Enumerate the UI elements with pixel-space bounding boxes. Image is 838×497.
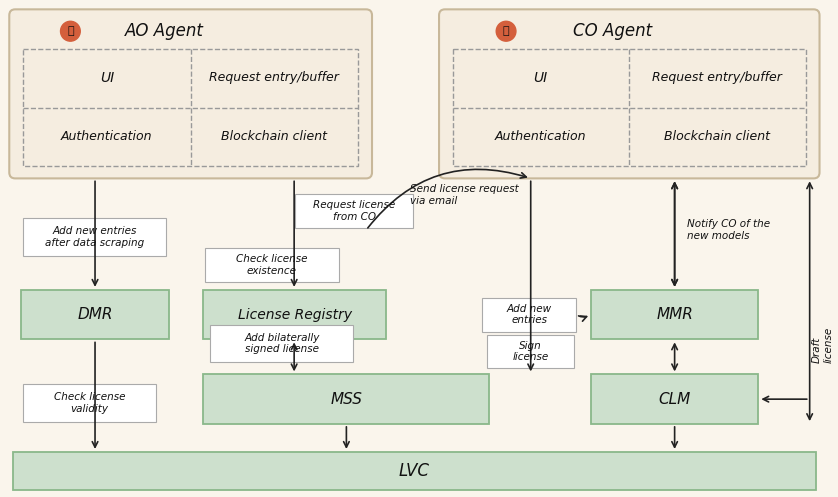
Text: UI: UI bbox=[534, 71, 548, 85]
Text: CO Agent: CO Agent bbox=[573, 22, 652, 40]
Bar bbox=[295, 194, 413, 228]
Text: Blockchain client: Blockchain client bbox=[221, 130, 328, 143]
Bar bbox=[591, 290, 758, 339]
Text: Add bilaterally
signed license: Add bilaterally signed license bbox=[244, 332, 319, 354]
Text: LVC: LVC bbox=[399, 462, 430, 480]
Text: CLM: CLM bbox=[659, 392, 691, 407]
Text: Request entry/buffer: Request entry/buffer bbox=[210, 72, 339, 84]
Text: Request license
from CO: Request license from CO bbox=[313, 200, 396, 222]
Bar bbox=[13, 452, 815, 490]
Bar bbox=[23, 49, 358, 166]
Text: Add new
entries: Add new entries bbox=[507, 304, 551, 326]
Text: AO Agent: AO Agent bbox=[125, 22, 204, 40]
Bar bbox=[204, 374, 489, 424]
Bar bbox=[21, 290, 169, 339]
Text: Blockchain client: Blockchain client bbox=[664, 130, 770, 143]
Text: MMR: MMR bbox=[656, 307, 693, 322]
Text: Draft
license: Draft license bbox=[812, 327, 833, 363]
Text: UI: UI bbox=[100, 71, 114, 85]
Text: Request entry/buffer: Request entry/buffer bbox=[652, 72, 782, 84]
Bar bbox=[210, 325, 354, 362]
Bar bbox=[591, 374, 758, 424]
Text: 🏛: 🏛 bbox=[67, 26, 74, 36]
Bar bbox=[453, 49, 805, 166]
Text: MSS: MSS bbox=[330, 392, 362, 407]
Text: Send license request
via email: Send license request via email bbox=[411, 184, 520, 206]
Bar bbox=[488, 334, 574, 368]
Bar bbox=[205, 248, 339, 282]
Text: 🏛: 🏛 bbox=[503, 26, 510, 36]
FancyBboxPatch shape bbox=[439, 9, 820, 178]
Text: Add new entries
after data scraping: Add new entries after data scraping bbox=[45, 226, 144, 248]
Bar bbox=[483, 298, 576, 331]
Text: Sign
license: Sign license bbox=[513, 340, 549, 362]
Circle shape bbox=[496, 21, 516, 41]
Text: Notify CO of the
new models: Notify CO of the new models bbox=[687, 219, 771, 241]
Text: Check license
existence: Check license existence bbox=[236, 254, 308, 276]
Text: Authentication: Authentication bbox=[61, 130, 153, 143]
FancyBboxPatch shape bbox=[9, 9, 372, 178]
Text: License Registry: License Registry bbox=[238, 308, 352, 322]
Text: Check license
validity: Check license validity bbox=[54, 392, 126, 414]
Text: Authentication: Authentication bbox=[494, 130, 587, 143]
Bar bbox=[204, 290, 385, 339]
Text: DMR: DMR bbox=[77, 307, 113, 322]
Circle shape bbox=[60, 21, 80, 41]
Bar bbox=[23, 218, 166, 256]
Bar bbox=[23, 384, 156, 422]
